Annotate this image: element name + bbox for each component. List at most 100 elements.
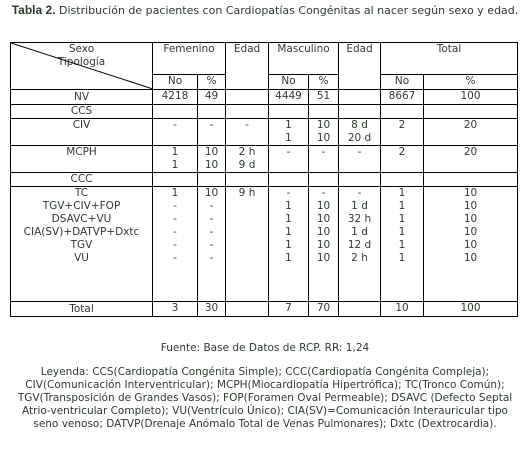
table-row: TGV+CIV+FOP - -1 10 1 d 1 10 [10, 200, 519, 213]
row-label: Total [10, 301, 153, 317]
row-label: TC [10, 186, 153, 200]
table-cell [152, 104, 198, 119]
table-cell: 9 h [225, 186, 270, 200]
table-row: NV 4218 49 4449 51 8667 100 [10, 89, 519, 105]
row-label: NV [10, 89, 153, 105]
table-cell: 10 [423, 186, 519, 200]
table-cell: 2 h [338, 252, 382, 302]
table-row: Total 3 30 7 70 10 100 [10, 301, 519, 317]
legend: Leyenda: CCS(Cardiopatía Congénita Simpl… [17, 366, 513, 430]
table-cell: 1 [268, 226, 310, 239]
table-row: VU - -1 10 2 h 1 10 [10, 252, 519, 302]
table-cell: 20 [423, 118, 519, 146]
table-cell: 1 [380, 252, 425, 302]
table-cell: 1 [380, 213, 425, 226]
header-no: No [152, 73, 198, 91]
table-cell: 10 [380, 301, 425, 317]
table-cell: - [308, 186, 340, 200]
table-cell: 1 [268, 200, 310, 213]
table-cell: 4449 [268, 89, 310, 105]
table-cell: - [225, 118, 270, 146]
table-cell: 1 d [338, 200, 382, 213]
row-label: MCPH [10, 145, 153, 173]
table-cell [225, 301, 270, 317]
table-cell: 2 [380, 145, 425, 173]
table-cell [225, 172, 270, 187]
table-cell [196, 172, 227, 187]
title: Tabla 2. Distribución de pacientes con C… [10, 3, 520, 18]
table-cell: 12 d [338, 239, 382, 252]
table-cell: 10 10 [308, 118, 340, 146]
cell-line: 10 [204, 146, 219, 158]
table-cell: 100 [423, 89, 519, 105]
cell-line: 10 [204, 159, 219, 171]
table-cell [225, 252, 270, 302]
row-label: CIV [10, 118, 153, 146]
table-row: TGV - -1 10 12 d 1 10 [10, 239, 519, 252]
header-sexo: Sexo [68, 43, 95, 55]
table-cell: 10 [423, 213, 519, 226]
table-cell [152, 172, 198, 187]
table-row: CIV - - -1 1 10 10 8 d 20 d 2 20 [10, 118, 519, 146]
table-cell [338, 301, 382, 317]
header-edad: Edad [338, 42, 382, 90]
row-label: VU [10, 252, 153, 302]
table-row: DSAVC+VU - -1 10 32 h 1 10 [10, 213, 519, 226]
cell-line: 1 [171, 146, 179, 158]
table-cell: 70 [308, 301, 340, 317]
table-cell: 10 [423, 200, 519, 213]
header-masculino: Masculino [268, 42, 340, 75]
header-total: Total [380, 42, 519, 75]
caption: Distribución de pacientes con Cardiopatí… [59, 4, 519, 17]
table-cell: 7 [268, 301, 310, 317]
table-number: Tabla 2. [11, 3, 56, 17]
table-cell: - [268, 186, 310, 200]
table-cell: 8 d 20 d [338, 118, 382, 146]
table-cell: 1 [380, 186, 425, 200]
table-cell: 3 [152, 301, 198, 317]
table-cell: 10 [423, 239, 519, 252]
table-cell: - [152, 213, 198, 226]
table-cell [225, 226, 270, 239]
table-cell: 1 [152, 186, 198, 200]
header-pct: % [423, 73, 519, 91]
cell-line: 20 d [347, 132, 372, 144]
table-cell: 1 [268, 252, 310, 302]
table-cell: 10 [308, 213, 340, 226]
cell-line: 1 [171, 159, 179, 171]
table-row: CCC [10, 172, 519, 187]
row-label: TGV [10, 239, 153, 252]
header-pct: % [196, 73, 227, 91]
table-cell: - [152, 239, 198, 252]
table-cell [308, 172, 340, 187]
table-cell: - [196, 213, 227, 226]
cell-line: 1 [285, 119, 292, 131]
table-cell: - [308, 145, 340, 173]
table-cell: 10 [308, 226, 340, 239]
table-cell: 1 [380, 200, 425, 213]
table-cell [225, 239, 270, 252]
source: Fuente: Base de Datos de RCP. RR: 1,24 [160, 342, 370, 354]
table-cell [225, 104, 270, 119]
table-cell: - [196, 118, 227, 146]
table-cell: 10 [308, 200, 340, 213]
table-cell: 10 [423, 252, 519, 302]
table-cell [423, 104, 519, 119]
row-label: CCC [10, 172, 153, 187]
diagonal [11, 43, 153, 89]
table-cell [268, 172, 310, 187]
table-cell [380, 104, 425, 119]
header-femenino: Femenino [151, 42, 227, 75]
table-cell: 1 [380, 239, 425, 252]
header-tipologia: Tipología [57, 56, 106, 68]
table-cell: - [152, 252, 198, 302]
table-cell: 10 10 [196, 145, 227, 173]
table-cell [338, 89, 382, 105]
table-cell: 1 [380, 226, 425, 239]
table-cell [338, 104, 382, 119]
cell-line: 9 d [238, 159, 256, 171]
row-label: CCS [10, 104, 153, 119]
